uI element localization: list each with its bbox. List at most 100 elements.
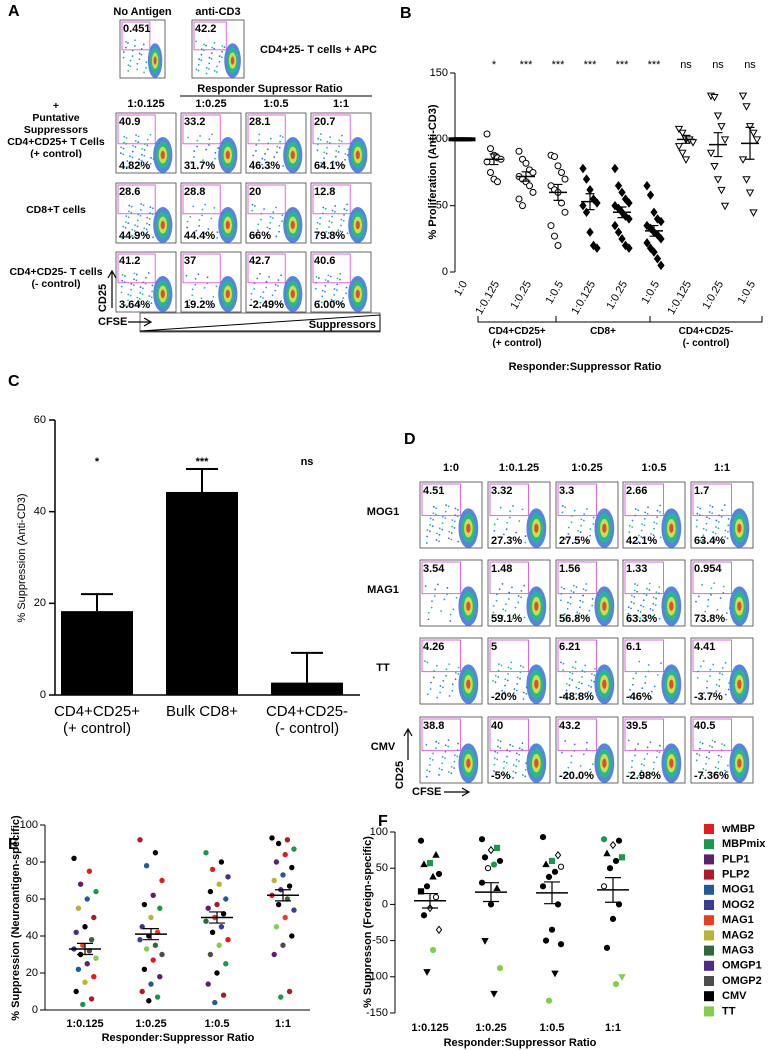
data-point bbox=[616, 228, 622, 236]
cell-dot bbox=[282, 214, 284, 216]
data-point bbox=[740, 93, 747, 99]
cell-dot bbox=[637, 509, 639, 511]
cell-dot bbox=[343, 220, 345, 222]
cell-dot bbox=[644, 682, 646, 684]
data-point bbox=[722, 203, 729, 209]
cell-dot bbox=[125, 47, 127, 49]
cell-dot bbox=[429, 530, 431, 532]
cell-cluster bbox=[226, 151, 230, 159]
cell-dot bbox=[191, 294, 193, 296]
cell-dot bbox=[207, 276, 209, 278]
y-tick-label: 150 bbox=[430, 67, 448, 79]
cell-dot bbox=[697, 677, 699, 679]
cell-dot bbox=[500, 665, 502, 667]
cell-dot bbox=[336, 283, 338, 285]
cell-dot bbox=[719, 679, 721, 681]
cell-dot bbox=[151, 302, 153, 304]
cell-dot bbox=[703, 660, 705, 662]
data-point bbox=[584, 175, 590, 183]
cell-cluster bbox=[161, 151, 165, 159]
cell-dot bbox=[259, 273, 261, 275]
cell-dot bbox=[430, 518, 432, 520]
data-point bbox=[215, 971, 219, 975]
cell-dot bbox=[508, 667, 510, 669]
cell-dot bbox=[197, 273, 199, 275]
x-tick-label: 1:0 bbox=[452, 279, 470, 298]
legend-label: OMGP1 bbox=[722, 960, 762, 972]
data-point bbox=[210, 930, 214, 934]
x-tick-label-box: Bulk CD8+ bbox=[147, 703, 257, 747]
cell-dot bbox=[434, 595, 436, 597]
cell-dot bbox=[516, 753, 518, 755]
gate-value: 39.5 bbox=[626, 720, 647, 732]
y-tick-label: 40 bbox=[34, 506, 46, 518]
data-point bbox=[204, 919, 208, 923]
legend-swatch bbox=[704, 946, 714, 956]
cell-dot bbox=[330, 276, 332, 278]
data-point bbox=[601, 837, 606, 842]
cell-dot bbox=[430, 682, 432, 684]
data-point bbox=[488, 902, 493, 907]
legend-swatch bbox=[704, 930, 714, 940]
cell-dot bbox=[504, 685, 506, 687]
divided-value: -20% bbox=[491, 691, 517, 703]
data-point bbox=[711, 163, 718, 169]
cell-dot bbox=[562, 669, 564, 671]
cell-dot bbox=[506, 756, 508, 758]
gate-value: 40.9 bbox=[119, 116, 140, 128]
cell-dot bbox=[702, 743, 704, 745]
cell-dot bbox=[708, 758, 710, 760]
cell-dot bbox=[317, 150, 319, 152]
cell-dot bbox=[317, 138, 319, 140]
cell-dot bbox=[520, 665, 522, 667]
cell-dot bbox=[561, 512, 563, 514]
cell-dot bbox=[655, 598, 657, 600]
cell-dot bbox=[502, 583, 504, 585]
cell-dot bbox=[498, 670, 500, 672]
cell-dot bbox=[706, 523, 708, 525]
cell-dot bbox=[727, 531, 729, 533]
cell-dot bbox=[514, 688, 516, 690]
legend-swatch bbox=[704, 900, 714, 910]
data-point bbox=[85, 897, 89, 901]
cell-dot bbox=[130, 283, 132, 285]
cell-dot bbox=[580, 518, 582, 520]
gate-value: 20 bbox=[249, 186, 261, 198]
cell-dot bbox=[634, 755, 636, 757]
ramp-label: Suppressors bbox=[309, 319, 376, 331]
data-point bbox=[619, 975, 625, 980]
cell-dot bbox=[721, 516, 723, 518]
cell-dot bbox=[696, 759, 698, 761]
cell-dot bbox=[525, 769, 527, 771]
cell-dot bbox=[258, 139, 260, 141]
gate-value: 20.7 bbox=[314, 116, 335, 128]
cell-dot bbox=[649, 589, 651, 591]
cell-dot bbox=[198, 225, 200, 227]
cell-dot bbox=[429, 524, 431, 526]
cell-dot bbox=[715, 526, 717, 528]
cell-dot bbox=[515, 607, 517, 609]
cell-dot bbox=[137, 220, 139, 222]
y-tick-label: 60 bbox=[34, 414, 46, 426]
cell-dot bbox=[204, 204, 206, 206]
divided-value: 63.4% bbox=[694, 535, 725, 547]
cell-dot bbox=[436, 533, 438, 535]
cell-dot bbox=[591, 680, 593, 682]
cell-dot bbox=[431, 607, 433, 609]
cell-dot bbox=[699, 508, 701, 510]
cell-dot bbox=[147, 139, 149, 141]
cell-dot bbox=[433, 677, 435, 679]
cell-dot bbox=[633, 596, 635, 598]
cell-dot bbox=[717, 609, 719, 611]
gate-value: 42.2 bbox=[195, 23, 216, 35]
cell-dot bbox=[445, 511, 447, 513]
cell-dot bbox=[586, 748, 588, 750]
cell-dot bbox=[141, 154, 143, 156]
cell-dot bbox=[270, 138, 272, 140]
significance: ns bbox=[712, 59, 724, 71]
data-point bbox=[76, 906, 80, 910]
cell-dot bbox=[519, 678, 521, 680]
x-tick-label: 1:0.125 bbox=[569, 279, 598, 317]
cell-dot bbox=[325, 208, 327, 210]
data-point bbox=[74, 989, 78, 993]
